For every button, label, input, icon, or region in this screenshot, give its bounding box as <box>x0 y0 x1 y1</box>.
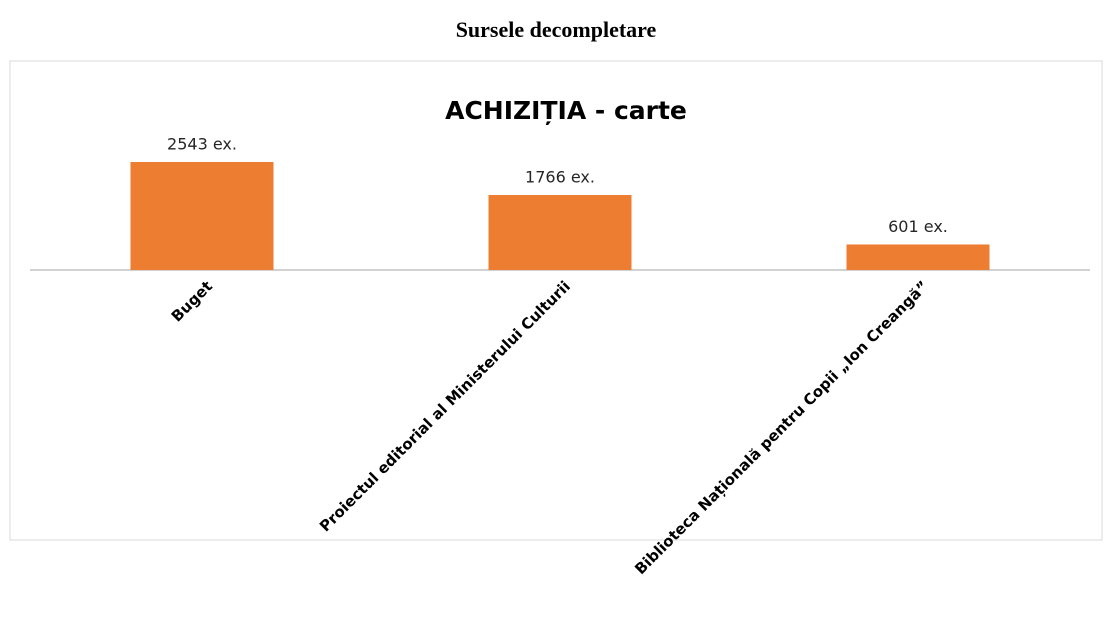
bar <box>488 194 632 270</box>
bar <box>846 244 990 270</box>
value-label: 2543 ex. <box>167 135 237 154</box>
category-label: Biblioteca Națională pentru Copii „Ion C… <box>631 277 932 578</box>
bar <box>130 162 274 270</box>
value-label: 1766 ex. <box>525 167 595 186</box>
chart-frame <box>9 60 1103 541</box>
value-label: 601 ex. <box>888 217 948 236</box>
chart-title: ACHIZIȚIA - carte <box>445 96 687 125</box>
category-label: Buget <box>168 277 216 325</box>
page-title: Sursele decompletare <box>456 17 657 42</box>
category-label: Proiectul editorial al Ministerului Cult… <box>316 277 574 535</box>
